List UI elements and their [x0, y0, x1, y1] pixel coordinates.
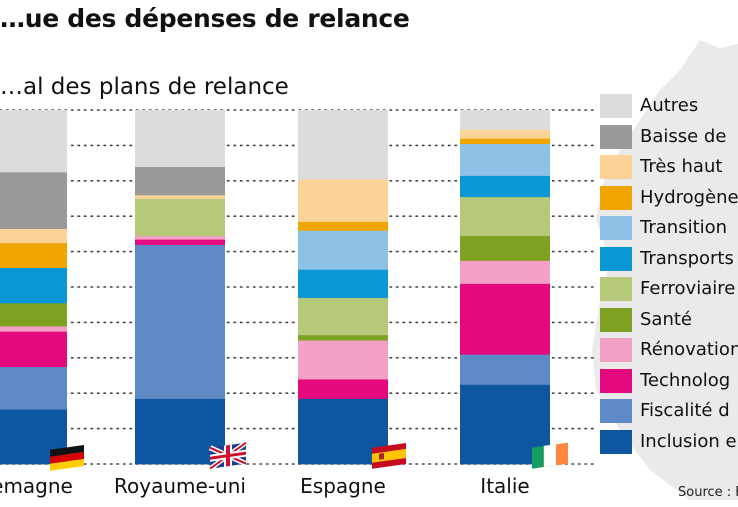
chart-subtitle: …al des plans de relance — [0, 74, 289, 100]
bar-segment — [0, 110, 67, 173]
bar-segment — [460, 129, 550, 139]
legend-swatch — [600, 307, 632, 332]
bar-segment — [0, 228, 67, 244]
bar-segment — [0, 267, 67, 304]
germany-flag-icon — [50, 444, 84, 471]
uk-flag-icon — [208, 440, 248, 470]
legend-label: Transports — [640, 247, 734, 269]
bar-segment — [135, 198, 225, 237]
legend-swatch — [600, 429, 632, 454]
bar-segment — [298, 340, 388, 380]
category-label-italy: Italie — [480, 474, 530, 498]
chart-title: …ue des dépenses de relance — [0, 4, 410, 33]
legend-label: Baisse de — [640, 125, 727, 147]
bar-segment — [135, 239, 225, 245]
stacked-bars — [0, 110, 550, 465]
legend-label: Technolog — [640, 369, 731, 391]
legend-label: Santé — [640, 308, 692, 330]
bar-segment — [0, 331, 67, 368]
spain-flag-icon — [372, 442, 406, 469]
bar-segment — [298, 269, 388, 299]
bar-segment — [135, 235, 225, 240]
legend-label: Rénovation — [640, 339, 738, 360]
bar-segment — [298, 110, 388, 180]
source-note: Source : F — [678, 485, 738, 500]
legend-label: Inclusion e — [640, 430, 737, 452]
bar-segment — [135, 244, 225, 399]
bar-segment — [460, 196, 550, 237]
bar-segment — [135, 110, 225, 168]
bar-segment — [135, 166, 225, 196]
category-label-uk: Royaume-uni — [114, 474, 246, 498]
legend-swatch — [600, 277, 632, 301]
bar-segment — [298, 179, 388, 222]
bar-segment — [298, 379, 388, 399]
ireland-flag-icon — [532, 442, 568, 469]
legend-label: Très haut — [640, 156, 723, 177]
legend-swatch — [600, 185, 632, 210]
bar-segment — [460, 354, 550, 385]
bar-segment — [460, 235, 550, 261]
legend-swatch — [600, 216, 632, 240]
category-label-spain: Espagne — [300, 474, 386, 498]
legend-swatch — [600, 94, 632, 118]
legend-label: Ferroviaire — [640, 278, 736, 299]
legend-swatch — [600, 368, 632, 393]
legend-swatch — [600, 155, 632, 179]
bar-segment — [460, 283, 550, 355]
legend-label: Hydrogène — [640, 186, 738, 208]
bar-segment — [460, 110, 550, 130]
bar-segment — [0, 242, 67, 268]
bar-segment — [298, 297, 388, 336]
bar-segment — [460, 143, 550, 176]
legend-label: Autres — [640, 95, 699, 116]
legend-swatch — [600, 124, 632, 149]
legend-swatch — [600, 246, 632, 271]
bar-segment — [298, 221, 388, 231]
bar-segment — [0, 171, 67, 229]
bar-segment — [298, 230, 388, 270]
bar-segment — [135, 194, 225, 199]
legend-swatch — [600, 399, 632, 423]
bar-segment — [460, 260, 550, 284]
bar-segment — [0, 302, 67, 327]
bar-segment — [0, 325, 67, 332]
bar-segment — [298, 334, 388, 341]
bar-segment — [460, 138, 550, 145]
legend-swatch — [600, 338, 632, 362]
bar-segment — [0, 366, 67, 410]
legend-label: Fiscalité d — [640, 400, 730, 421]
bar-segment — [460, 175, 550, 198]
legend-label: Transition — [640, 217, 728, 238]
